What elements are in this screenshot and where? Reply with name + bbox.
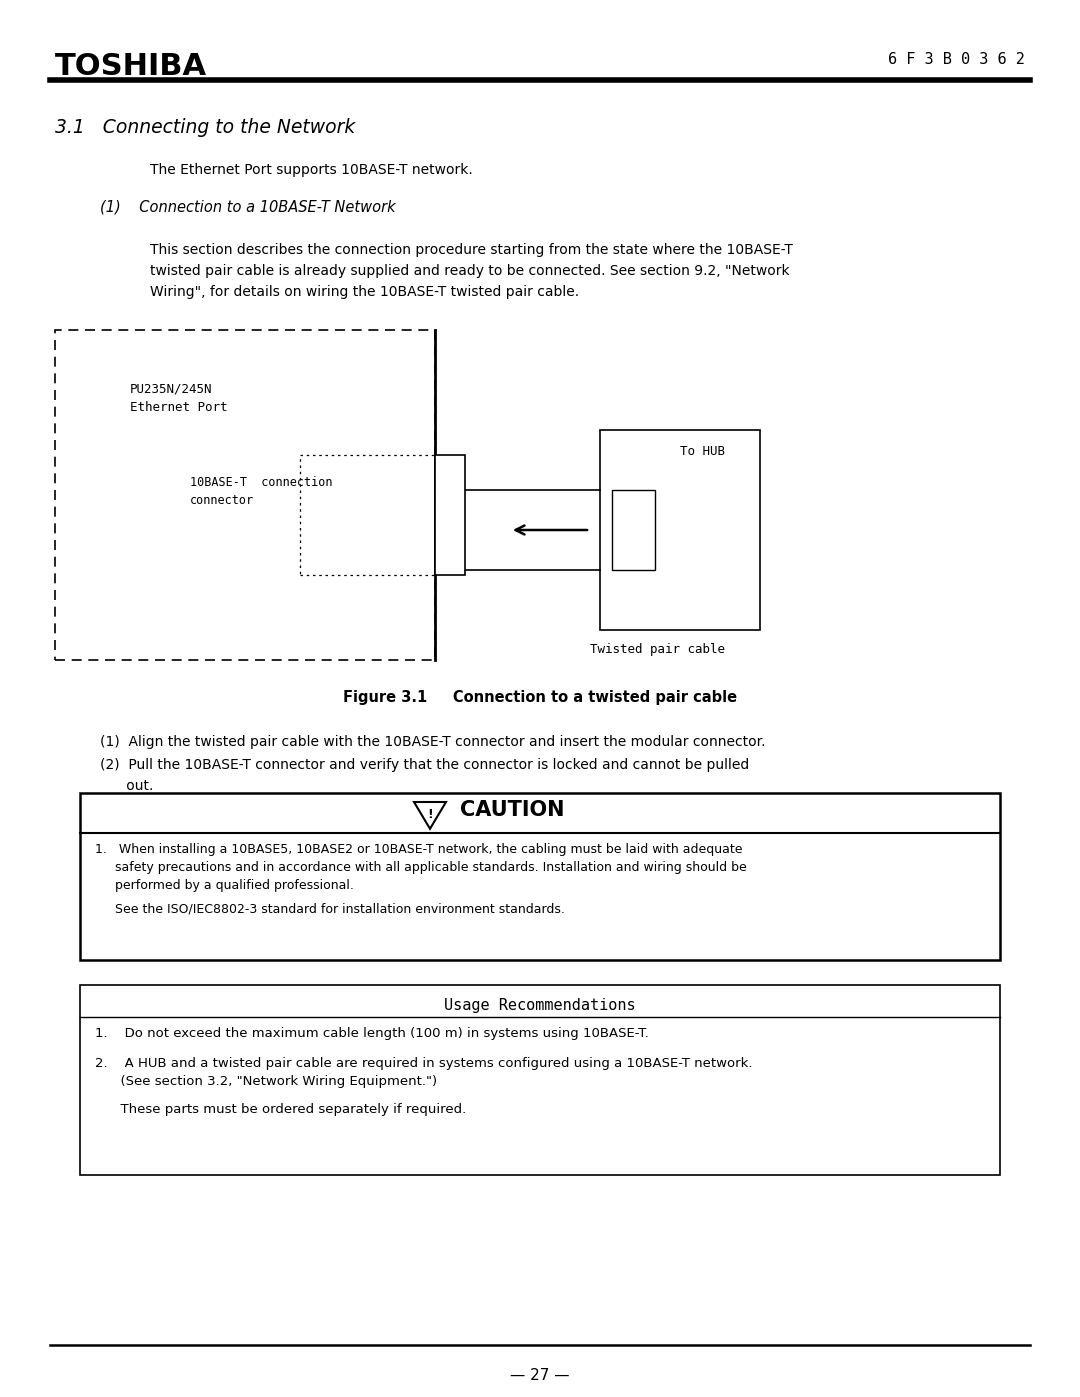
Text: The Ethernet Port supports 10BASE-T network.: The Ethernet Port supports 10BASE-T netw…: [150, 163, 473, 177]
Text: See the ISO/IEC8802-3 standard for installation environment standards.: See the ISO/IEC8802-3 standard for insta…: [95, 902, 565, 916]
Bar: [300, 455, 435, 576]
Text: twisted pair cable is already supplied and ready to be connected. See section 9.: twisted pair cable is already supplied a…: [150, 264, 789, 278]
Bar: [612, 490, 654, 570]
Bar: [435, 455, 465, 576]
Text: 1.   When installing a 10BASE5, 10BASE2 or 10BASE-T network, the cabling must be: 1. When installing a 10BASE5, 10BASE2 or…: [95, 842, 743, 856]
Text: TOSHIBA: TOSHIBA: [55, 52, 207, 81]
Text: This section describes the connection procedure starting from the state where th: This section describes the connection pr…: [150, 243, 793, 257]
Text: 1.    Do not exceed the maximum cable length (100 m) in systems using 10BASE-T.: 1. Do not exceed the maximum cable lengt…: [95, 1027, 649, 1039]
Text: (2)  Pull the 10BASE-T connector and verify that the connector is locked and can: (2) Pull the 10BASE-T connector and veri…: [100, 759, 750, 773]
Text: (1)  Align the twisted pair cable with the 10BASE-T connector and insert the mod: (1) Align the twisted pair cable with th…: [100, 735, 766, 749]
Text: out.: out.: [100, 780, 153, 793]
Bar: [55, 330, 435, 659]
Bar: [600, 430, 760, 630]
Text: To HUB: To HUB: [680, 446, 725, 458]
Text: Ethernet Port: Ethernet Port: [130, 401, 228, 414]
Text: Wiring", for details on wiring the 10BASE-T twisted pair cable.: Wiring", for details on wiring the 10BAS…: [150, 285, 579, 299]
Text: (1)    Connection to a 10BASE-T Network: (1) Connection to a 10BASE-T Network: [100, 200, 395, 215]
Bar: [80, 793, 1000, 960]
Text: 3.1   Connecting to the Network: 3.1 Connecting to the Network: [55, 117, 355, 137]
Text: performed by a qualified professional.: performed by a qualified professional.: [95, 879, 354, 893]
Text: CAUTION: CAUTION: [460, 800, 565, 820]
Text: 6 F 3 B 0 3 6 2: 6 F 3 B 0 3 6 2: [888, 52, 1025, 67]
Text: 2.    A HUB and a twisted pair cable are required in systems configured using a : 2. A HUB and a twisted pair cable are re…: [95, 1058, 753, 1070]
Text: !: !: [427, 809, 433, 821]
Text: — 27 —: — 27 —: [510, 1368, 570, 1383]
Text: connector: connector: [190, 495, 254, 507]
Text: These parts must be ordered separately if required.: These parts must be ordered separately i…: [95, 1104, 467, 1116]
Text: Figure 3.1     Connection to a twisted pair cable: Figure 3.1 Connection to a twisted pair …: [343, 690, 737, 705]
Text: safety precautions and in accordance with all applicable standards. Installation: safety precautions and in accordance wit…: [95, 861, 746, 875]
Text: Usage Recommendations: Usage Recommendations: [444, 997, 636, 1013]
Text: (See section 3.2, "Network Wiring Equipment."): (See section 3.2, "Network Wiring Equipm…: [95, 1076, 437, 1088]
Text: Twisted pair cable: Twisted pair cable: [590, 643, 725, 657]
Text: PU235N/245N: PU235N/245N: [130, 383, 213, 395]
Bar: [80, 985, 1000, 1175]
Text: 10BASE-T  connection: 10BASE-T connection: [190, 476, 333, 489]
Polygon shape: [414, 802, 446, 828]
